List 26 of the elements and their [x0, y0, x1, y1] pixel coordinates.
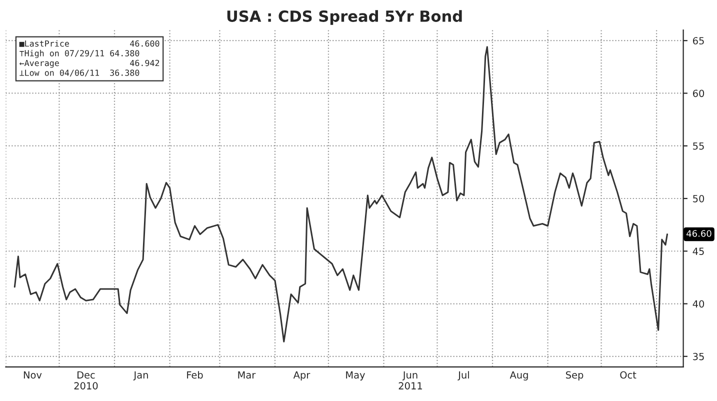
annotation: ■LastPrice 46.600: [19, 40, 160, 47]
y-tick-label: 40: [692, 300, 704, 308]
annotation: ⊥Low on 04/06/11 36.380: [20, 70, 140, 77]
x-tick-label: Jan: [133, 371, 148, 380]
y-tick-label: 65: [693, 37, 704, 44]
x-tick-label: Apr: [293, 371, 310, 380]
y-tick-label: 55: [693, 142, 704, 150]
y-tick-label: 60: [693, 90, 704, 98]
x-tick-label: Dec 2010: [74, 371, 98, 390]
x-tick-label: Nov: [24, 371, 42, 379]
annotation: 46.60: [686, 230, 712, 237]
y-tick-label: 50: [693, 194, 704, 202]
x-tick-label: May: [346, 371, 365, 380]
x-tick-label: Sep: [566, 371, 584, 380]
x-tick-label: Mar: [238, 371, 256, 379]
x-tick-label: Oct: [620, 371, 636, 379]
x-tick-label: Jul: [458, 371, 469, 380]
x-tick-label: Feb: [187, 371, 203, 379]
annotation: ←Average 46.942: [20, 60, 160, 68]
y-tick-label: 35: [693, 352, 704, 360]
x-tick-label: Aug: [510, 371, 528, 380]
y-tick-label: 45: [692, 248, 704, 255]
x-tick-label: Jun 2011: [398, 371, 422, 390]
line-series: [14, 46, 668, 342]
annotation: ⊤High on 07/29/11 64.380: [20, 50, 140, 58]
chart-title: USA : CDS Spread 5Yr Bond: [227, 10, 462, 25]
